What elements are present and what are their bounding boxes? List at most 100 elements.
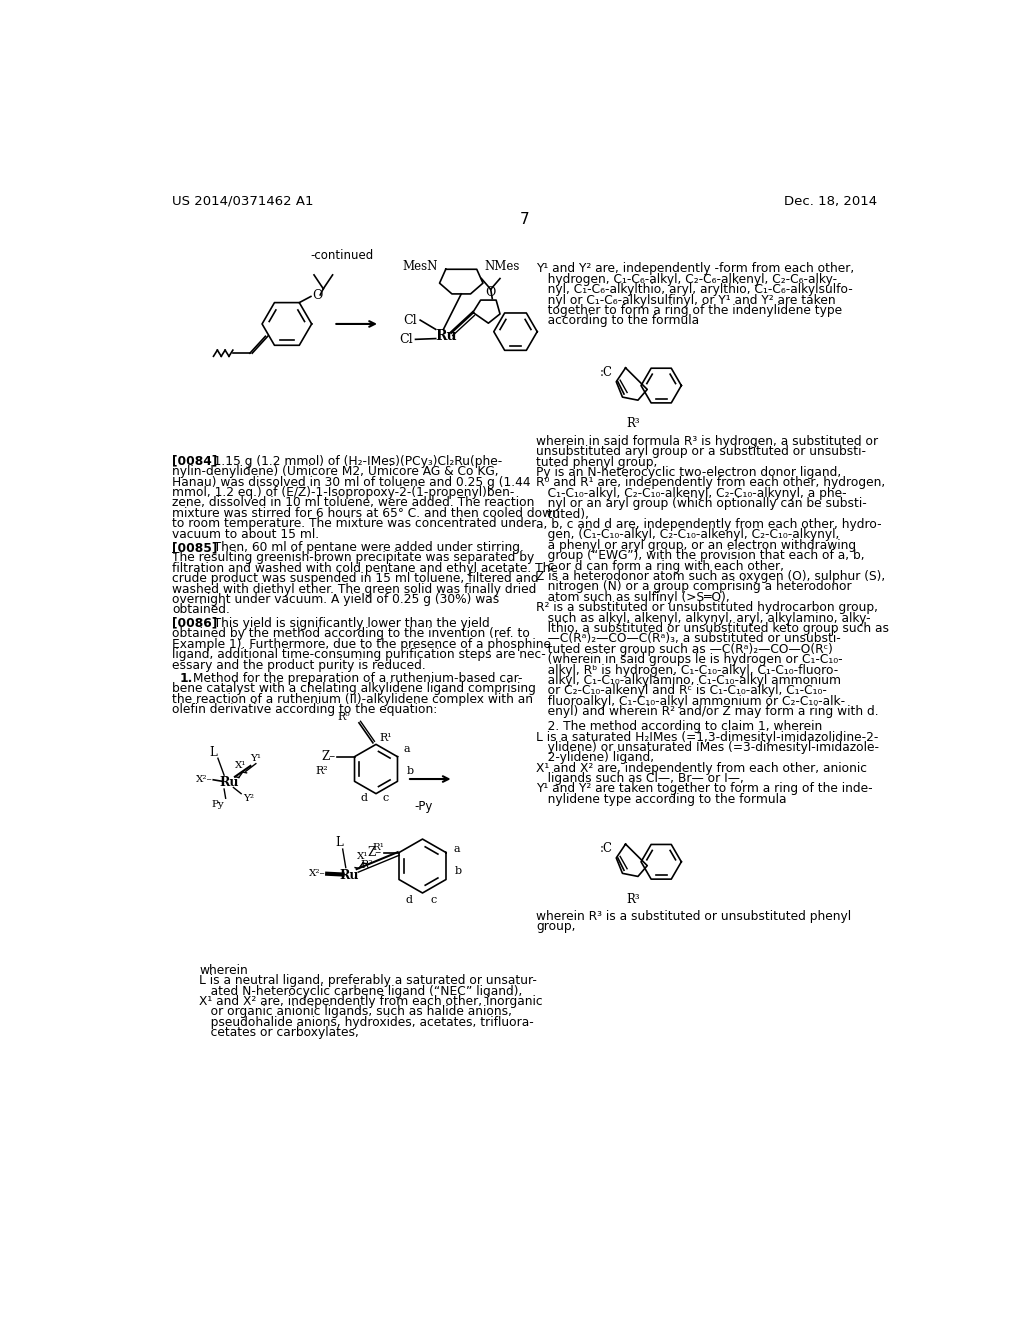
Text: obtained.: obtained. — [172, 603, 230, 616]
Text: b: b — [455, 866, 462, 875]
Text: 2-ylidene) ligand,: 2-ylidene) ligand, — [537, 751, 654, 764]
Text: Z is a heterodonor atom such as oxygen (O), sulphur (S),: Z is a heterodonor atom such as oxygen (… — [537, 570, 886, 583]
Text: olefin derivative according to the equation:: olefin derivative according to the equat… — [172, 704, 437, 717]
Text: 1.: 1. — [180, 672, 194, 685]
Text: Ru: Ru — [339, 869, 358, 882]
Text: X¹: X¹ — [356, 853, 368, 861]
Text: US 2014/0371462 A1: US 2014/0371462 A1 — [172, 194, 313, 207]
Text: R¹: R¹ — [372, 843, 384, 851]
Text: Dec. 18, 2014: Dec. 18, 2014 — [784, 194, 878, 207]
Text: according to the formula: according to the formula — [537, 314, 699, 327]
Text: overnight under vacuum. A yield of 0.25 g (30%) was: overnight under vacuum. A yield of 0.25 … — [172, 593, 500, 606]
Text: washed with diethyl ether. The green solid was finally dried: washed with diethyl ether. The green sol… — [172, 582, 537, 595]
Text: ligands such as Cl—, Br— or I—,: ligands such as Cl—, Br— or I—, — [537, 772, 744, 785]
Text: R³: R³ — [627, 417, 640, 430]
Text: tuted phenyl group,: tuted phenyl group, — [537, 455, 657, 469]
Text: -Py: -Py — [415, 800, 433, 813]
Text: nyl or C₁-C₆-alkylsulfinyl, or Y¹ and Y² are taken: nyl or C₁-C₆-alkylsulfinyl, or Y¹ and Y²… — [537, 293, 836, 306]
Text: NMes: NMes — [484, 260, 520, 273]
Text: R²: R² — [360, 859, 373, 870]
Text: tuted ester group such as —C(Rᵃ)₂—CO—O(Rᶜ): tuted ester group such as —C(Rᵃ)₂—CO—O(R… — [537, 643, 834, 656]
Text: d: d — [360, 793, 368, 804]
Text: Y¹ and Y² are taken together to form a ring of the inde-: Y¹ and Y² are taken together to form a r… — [537, 783, 873, 796]
Text: a, b, c and d are, independently from each other, hydro-: a, b, c and d are, independently from ea… — [537, 517, 882, 531]
Text: Cl: Cl — [403, 314, 417, 326]
Text: This yield is significantly lower than the yield: This yield is significantly lower than t… — [202, 616, 489, 630]
Text: Ru: Ru — [435, 329, 457, 342]
Text: -continued: -continued — [310, 249, 374, 263]
Text: R² is a substituted or unsubstituted hydrocarbon group,: R² is a substituted or unsubstituted hyd… — [537, 601, 879, 614]
Text: a phenyl or aryl group, or an electron withdrawing: a phenyl or aryl group, or an electron w… — [537, 539, 856, 552]
Text: mixture was stirred for 6 hours at 65° C. and then cooled down: mixture was stirred for 6 hours at 65° C… — [172, 507, 560, 520]
Text: nylidene type according to the formula: nylidene type according to the formula — [537, 793, 786, 807]
Text: d: d — [406, 895, 413, 906]
Text: Y²: Y² — [243, 793, 254, 803]
Text: c: c — [430, 895, 436, 906]
Text: ylidene) or unsaturated IMes (=3-dimesityl-imidazole-: ylidene) or unsaturated IMes (=3-dimesit… — [537, 741, 880, 754]
Text: X¹ and X² are, independently from each other, anionic: X¹ and X² are, independently from each o… — [537, 762, 867, 775]
Text: L is a neutral ligand, preferably a saturated or unsatur-: L is a neutral ligand, preferably a satu… — [200, 974, 538, 987]
Text: fluoroalkyl, C₁-C₁₀-alkyl ammonium or C₂-C₁₀-alk-: fluoroalkyl, C₁-C₁₀-alkyl ammonium or C₂… — [537, 694, 846, 708]
Text: wherein in said formula R³ is hydrogen, a substituted or: wherein in said formula R³ is hydrogen, … — [537, 434, 879, 447]
Text: nitrogen (N) or a group comprising a heterodonor: nitrogen (N) or a group comprising a het… — [537, 581, 852, 594]
Text: nyl, C₁-C₆-alkylthio, aryl, arylthio, C₁-C₆-alkylsulfo-: nyl, C₁-C₆-alkylthio, aryl, arylthio, C₁… — [537, 284, 853, 296]
Text: or organic anionic ligands, such as halide anions,: or organic anionic ligands, such as hali… — [200, 1006, 512, 1019]
Text: bene catalyst with a chelating alkylidene ligand comprising: bene catalyst with a chelating alkyliden… — [172, 682, 536, 696]
Text: together to form a ring of the indenylidene type: together to form a ring of the indenylid… — [537, 304, 843, 317]
Text: group,: group, — [537, 920, 575, 933]
Text: a: a — [403, 744, 411, 754]
Text: essary and the product purity is reduced.: essary and the product purity is reduced… — [172, 659, 426, 672]
Text: Hanau) was dissolved in 30 ml of toluene and 0.25 g (1.44: Hanau) was dissolved in 30 ml of toluene… — [172, 475, 530, 488]
Text: pseudohalide anions, hydroxides, acetates, trifluora-: pseudohalide anions, hydroxides, acetate… — [200, 1016, 535, 1028]
Text: enyl) and wherein R² and/or Z may form a ring with d.: enyl) and wherein R² and/or Z may form a… — [537, 705, 879, 718]
Text: zene, dissolved in 10 ml toluene, were added. The reaction: zene, dissolved in 10 ml toluene, were a… — [172, 496, 535, 510]
Text: X¹ and X² are, independently from each other, inorganic: X¹ and X² are, independently from each o… — [200, 995, 543, 1008]
Text: L: L — [336, 837, 343, 850]
Text: X¹: X¹ — [234, 762, 247, 771]
Text: X²–: X²– — [308, 870, 326, 878]
Text: —C(Rᵃ)₂—CO—C(Rᵃ)₃, a substituted or unsubsti-: —C(Rᵃ)₂—CO—C(Rᵃ)₃, a substituted or unsu… — [537, 632, 841, 645]
Text: b: b — [407, 766, 414, 776]
Text: R²: R² — [315, 766, 329, 776]
Text: to room temperature. The mixture was concentrated under: to room temperature. The mixture was con… — [172, 517, 537, 531]
Text: Z–: Z– — [322, 750, 336, 763]
Text: wherein: wherein — [200, 964, 248, 977]
Text: (wherein in said groups le is hydrogen or C₁-C₁₀-: (wherein in said groups le is hydrogen o… — [537, 653, 843, 667]
Text: cetates or carboxylates,: cetates or carboxylates, — [200, 1026, 359, 1039]
Text: Cl: Cl — [398, 333, 413, 346]
Text: L: L — [209, 746, 217, 759]
Text: filtration and washed with cold pentane and ethyl acetate. The: filtration and washed with cold pentane … — [172, 562, 558, 576]
Text: atom such as sulfinyl (>S═O),: atom such as sulfinyl (>S═O), — [537, 591, 730, 603]
Text: The resulting greenish-brown precipitate was separated by: The resulting greenish-brown precipitate… — [172, 552, 535, 565]
Text: unsubstituted aryl group or a substituted or unsubsti-: unsubstituted aryl group or a substitute… — [537, 445, 866, 458]
Text: c or d can form a ring with each other,: c or d can form a ring with each other, — [537, 560, 784, 573]
Text: the reaction of a ruthenium (II)-alkylidene complex with an: the reaction of a ruthenium (II)-alkylid… — [172, 693, 534, 706]
Text: Py: Py — [212, 800, 224, 809]
Text: C₁-C₁₀-alkyl, C₂-C₁₀-alkenyl, C₂-C₁₀-alkynyl, a phe-: C₁-C₁₀-alkyl, C₂-C₁₀-alkenyl, C₂-C₁₀-alk… — [537, 487, 847, 500]
Text: c: c — [382, 793, 388, 804]
Text: alkyl, Rᵇ is hydrogen, C₁-C₁₀-alkyl, C₁-C₁₀-fluoro-: alkyl, Rᵇ is hydrogen, C₁-C₁₀-alkyl, C₁-… — [537, 664, 839, 677]
Text: [0085]: [0085] — [172, 541, 217, 554]
Text: Z–: Z– — [368, 846, 382, 859]
Text: tuted),: tuted), — [537, 508, 590, 520]
Text: alkyl, C₁-C₁₀-alkylamino, C₁-C₁₀-alkyl ammonium: alkyl, C₁-C₁₀-alkylamino, C₁-C₁₀-alkyl a… — [537, 675, 842, 686]
Text: O: O — [312, 289, 323, 302]
Text: lthio, a substituted or unsubstituted keto group such as: lthio, a substituted or unsubstituted ke… — [537, 622, 890, 635]
Text: 1.15 g (1.2 mmol) of (H₂-IMes)(PCy₃)Cl₂Ru(phe-: 1.15 g (1.2 mmol) of (H₂-IMes)(PCy₃)Cl₂R… — [202, 455, 502, 467]
Text: X²–: X²– — [197, 775, 213, 784]
Text: crude product was suspended in 15 ml toluene, filtered and: crude product was suspended in 15 ml tol… — [172, 573, 539, 585]
Text: group (“EWG”), with the provision that each of a, b,: group (“EWG”), with the provision that e… — [537, 549, 865, 562]
Text: Y¹ and Y² are, independently -form from each other,: Y¹ and Y² are, independently -form from … — [537, 263, 855, 276]
Text: R⁰: R⁰ — [337, 711, 350, 722]
Text: R¹: R¹ — [379, 733, 392, 743]
Text: 7: 7 — [520, 213, 529, 227]
Text: [0084]: [0084] — [172, 455, 217, 467]
Text: Then, 60 ml of pentane were added under stirring.: Then, 60 ml of pentane were added under … — [202, 541, 523, 554]
Text: Py is an N-heterocyclic two-electron donor ligand,: Py is an N-heterocyclic two-electron don… — [537, 466, 842, 479]
Text: R³: R³ — [627, 894, 640, 907]
Text: vacuum to about 15 ml.: vacuum to about 15 ml. — [172, 528, 319, 541]
Text: such as alkyl, alkenyl, alkynyl, aryl, alkylamino, alky-: such as alkyl, alkenyl, alkynyl, aryl, a… — [537, 611, 871, 624]
Text: obtained by the method according to the invention (ref. to: obtained by the method according to the … — [172, 627, 530, 640]
Text: ated N-heterocyclic carbene ligand (“NEC” ligand),: ated N-heterocyclic carbene ligand (“NEC… — [200, 985, 522, 998]
Text: Y¹: Y¹ — [251, 754, 261, 763]
